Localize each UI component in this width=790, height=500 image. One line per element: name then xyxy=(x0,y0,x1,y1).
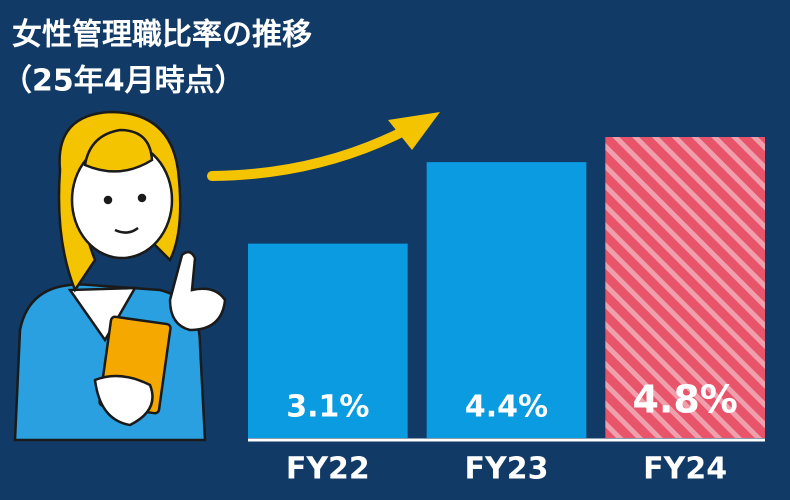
value-label: 3.1% xyxy=(286,390,369,425)
x-tick-label: FY23 xyxy=(465,452,549,487)
bar xyxy=(426,162,587,438)
chart-subtitle: （25年4月時点） xyxy=(2,64,245,99)
bar xyxy=(248,243,408,438)
value-label: 4.4% xyxy=(465,390,548,425)
illustration xyxy=(13,110,227,442)
x-tick-label: FY22 xyxy=(286,452,370,487)
bar xyxy=(605,137,765,439)
chart-title: 女性管理職比率の推移 xyxy=(12,18,312,53)
value-label: 4.8% xyxy=(632,378,737,422)
trend-arrow xyxy=(207,112,440,181)
x-tick-label: FY24 xyxy=(643,452,727,487)
